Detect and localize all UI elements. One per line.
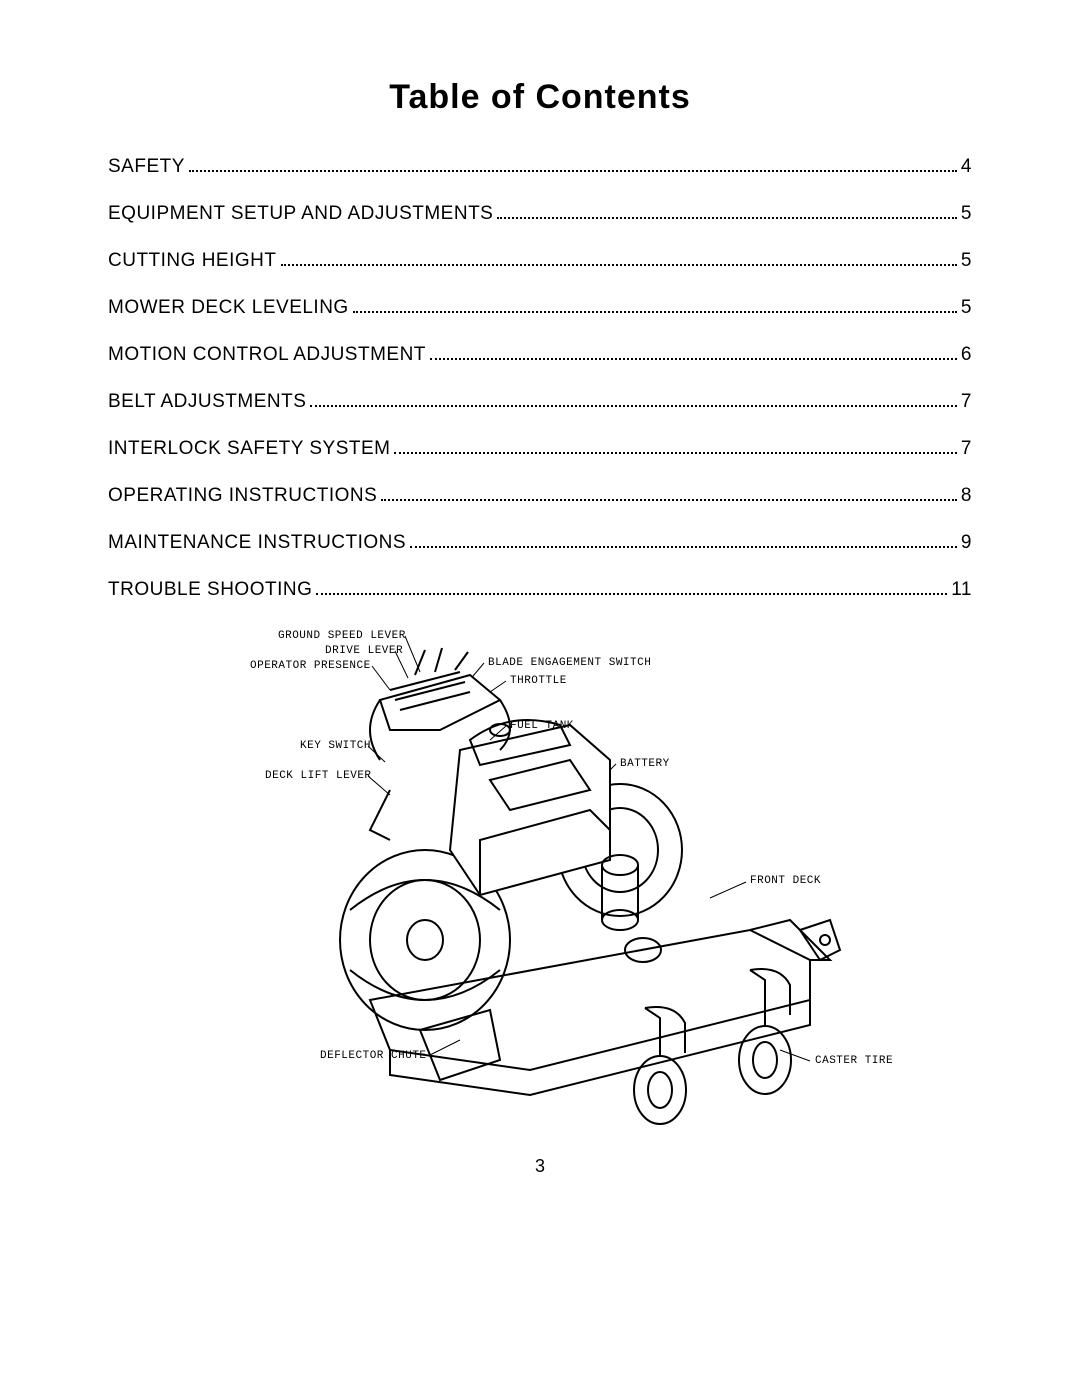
toc-page: 4 — [961, 156, 972, 178]
diagram-label-front-deck: FRONT DECK — [750, 875, 821, 887]
toc-leader-dots — [353, 294, 957, 313]
diagram-label-deflector-chute: DEFLECTOR CHUTE — [320, 1050, 427, 1062]
diagram-label-blade-engagement-switch: BLADE ENGAGEMENT SWITCH — [488, 657, 651, 669]
toc-entry: MOTION CONTROL ADJUSTMENT 6 — [108, 341, 972, 366]
toc-label: SAFETY — [108, 156, 185, 178]
toc-label: INTERLOCK SAFETY SYSTEM — [108, 438, 390, 460]
toc-page: 5 — [961, 250, 972, 272]
toc-page: 11 — [951, 579, 972, 601]
toc-entry: SAFETY 4 — [108, 153, 972, 178]
toc-label: CUTTING HEIGHT — [108, 250, 277, 272]
diagram-label-fuel-tank: FUEL TANK — [510, 720, 574, 732]
diagram-label-ground-speed-lever: GROUND SPEED LEVER — [278, 630, 406, 642]
toc-label: EQUIPMENT SETUP AND ADJUSTMENTS — [108, 203, 493, 225]
toc-label: MAINTENANCE INSTRUCTIONS — [108, 532, 406, 554]
page-number: 3 — [0, 1156, 1080, 1177]
diagram-label-operator-presence: OPERATOR PRESENCE — [250, 660, 371, 672]
diagram-label-throttle: THROTTLE — [510, 675, 567, 687]
toc-page: 8 — [961, 485, 972, 507]
diagram-label-battery: BATTERY — [620, 758, 670, 770]
toc-page: 6 — [961, 344, 972, 366]
mower-diagram: GROUND SPEED LEVER DRIVE LEVER OPERATOR … — [190, 630, 890, 1150]
toc-leader-dots — [316, 576, 947, 595]
toc-label: OPERATING INSTRUCTIONS — [108, 485, 377, 507]
toc-entry: MOWER DECK LEVELING 5 — [108, 294, 972, 319]
toc-label: MOWER DECK LEVELING — [108, 297, 349, 319]
toc-entry: EQUIPMENT SETUP AND ADJUSTMENTS 5 — [108, 200, 972, 225]
toc-leader-dots — [310, 388, 957, 407]
toc-page: 7 — [961, 391, 972, 413]
diagram-label-key-switch: KEY SWITCH — [300, 740, 371, 752]
toc-entry: CUTTING HEIGHT 5 — [108, 247, 972, 272]
toc-page: 5 — [961, 203, 972, 225]
toc-entry: MAINTENANCE INSTRUCTIONS 9 — [108, 529, 972, 554]
page-title: Table of Contents — [108, 78, 972, 117]
diagram-label-deck-lift-lever: DECK LIFT LEVER — [265, 770, 372, 782]
diagram-label-caster-tire: CASTER TIRE — [815, 1055, 893, 1067]
document-page: Table of Contents SAFETY 4 EQUIPMENT SET… — [0, 0, 1080, 601]
toc-leader-dots — [497, 200, 957, 219]
toc-page: 5 — [961, 297, 972, 319]
toc-leader-dots — [430, 341, 957, 360]
toc-leader-dots — [381, 482, 957, 501]
table-of-contents: SAFETY 4 EQUIPMENT SETUP AND ADJUSTMENTS… — [108, 153, 972, 601]
toc-leader-dots — [281, 247, 957, 266]
toc-label: TROUBLE SHOOTING — [108, 579, 312, 601]
toc-entry: TROUBLE SHOOTING 11 — [108, 576, 972, 601]
toc-entry: BELT ADJUSTMENTS 7 — [108, 388, 972, 413]
toc-entry: OPERATING INSTRUCTIONS 8 — [108, 482, 972, 507]
toc-page: 9 — [961, 532, 972, 554]
toc-leader-dots — [189, 153, 957, 172]
toc-label: BELT ADJUSTMENTS — [108, 391, 306, 413]
mower-diagram-container: GROUND SPEED LEVER DRIVE LEVER OPERATOR … — [0, 630, 1080, 1150]
toc-page: 7 — [961, 438, 972, 460]
toc-leader-dots — [394, 435, 956, 454]
toc-leader-dots — [410, 529, 957, 548]
mower-illustration — [190, 630, 890, 1150]
diagram-label-drive-lever: DRIVE LEVER — [325, 645, 403, 657]
toc-entry: INTERLOCK SAFETY SYSTEM 7 — [108, 435, 972, 460]
toc-label: MOTION CONTROL ADJUSTMENT — [108, 344, 426, 366]
